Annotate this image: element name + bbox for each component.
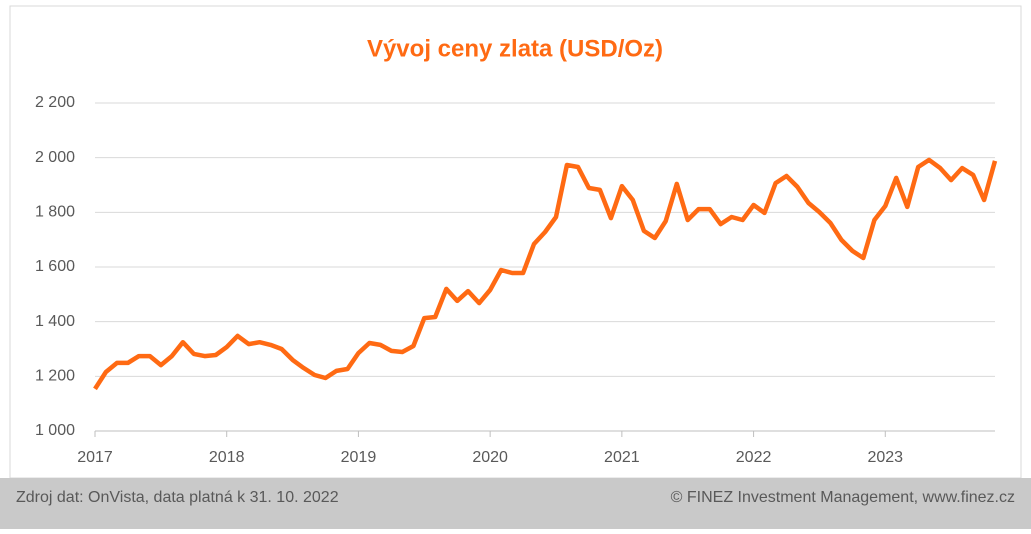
y-tick-label: 1 400 [35, 313, 75, 330]
y-tick-label: 1 800 [35, 204, 75, 221]
y-tick-label: 1 000 [35, 422, 75, 439]
y-tick-label: 2 200 [35, 94, 75, 111]
x-tick-label: 2018 [209, 449, 245, 466]
chart-frame [9, 5, 1022, 479]
line-series [93, 157, 998, 391]
x-tick-label: 2020 [472, 449, 508, 466]
footer-band [0, 478, 1031, 529]
y-tick-label: 2 000 [35, 149, 75, 166]
y-tick-label: 1 600 [35, 258, 75, 275]
y-tick-label: 1 200 [35, 368, 75, 385]
footer-source: Zdroj dat: OnVista, data platná k 31. 10… [16, 489, 339, 506]
x-tick-label: 2021 [604, 449, 640, 466]
footer-copyright: © FINEZ Investment Management, www.finez… [671, 489, 1015, 506]
x-tick-label: 2022 [736, 449, 772, 466]
x-tick-label: 2017 [77, 449, 113, 466]
x-tick-label: 2019 [341, 449, 377, 466]
chart-title: Vývoj ceny zlata (USD/Oz) [367, 35, 663, 62]
x-tick-label: 2023 [867, 449, 903, 466]
